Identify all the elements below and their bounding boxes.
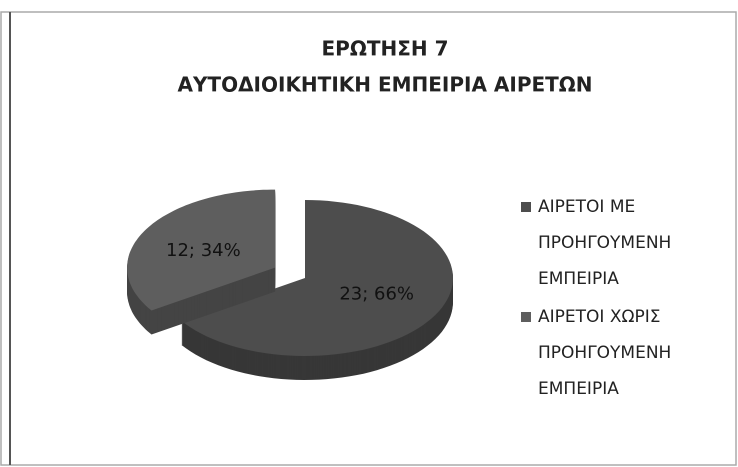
chart-subtitle: ΑΥΤΟΔΙΟΙΚΗΤΙΚΗ ΕΜΠΕΙΡΙΑ ΑΙΡΕΤΩΝ xyxy=(177,73,592,97)
slice-top xyxy=(181,200,453,356)
chart-title: ΕΡΩΤΗΣΗ 7 xyxy=(322,37,449,61)
legend-label: ΑΙΡΕΤΟΙ ΧΩΡΙΣ ΠΡΟΗΓΟΥΜΕΝΗ ΕΜΠΕΙΡΙΑ xyxy=(538,307,671,399)
legend-swatch xyxy=(521,202,531,212)
legend-label: ΑΙΡΕΤΟΙ ΜΕ ΠΡΟΗΓΟΥΜΕΝΗ ΕΜΠΕΙΡΙΑ xyxy=(538,197,671,289)
pie-slice xyxy=(181,200,453,380)
data-label: 23; 66% xyxy=(339,284,414,305)
legend-swatch xyxy=(521,312,531,322)
pie-slice xyxy=(127,189,276,335)
slice-top xyxy=(127,189,276,311)
data-label: 12; 34% xyxy=(166,240,241,261)
